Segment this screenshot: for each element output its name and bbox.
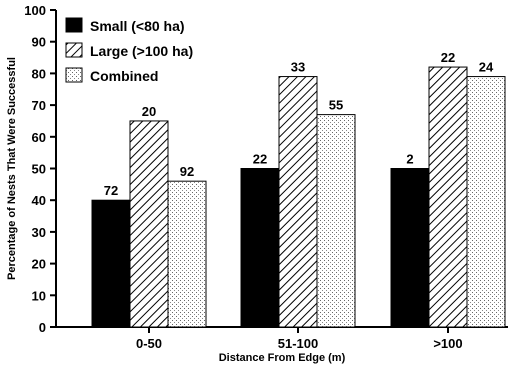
bars xyxy=(91,66,506,328)
legend-swatch xyxy=(65,17,83,33)
bar xyxy=(129,120,169,328)
y-tick-label: 90 xyxy=(32,35,46,50)
bar-data-label: 20 xyxy=(142,104,156,119)
y-tick-label: 100 xyxy=(24,3,46,18)
legend-swatch xyxy=(65,42,83,58)
bar-data-label: 2 xyxy=(406,152,413,167)
bar xyxy=(390,168,430,328)
y-tick-label: 30 xyxy=(32,225,46,240)
y-tick-label: 70 xyxy=(32,98,46,113)
bar-data-label: 22 xyxy=(253,152,267,167)
bar-data-label: 24 xyxy=(479,60,494,75)
bar-data-label: 92 xyxy=(180,164,194,179)
bar-data-label: 72 xyxy=(104,183,118,198)
y-axis: 0 10 20 30 40 50 60 70 80 90 100 xyxy=(24,3,57,335)
legend-label: Combined xyxy=(90,68,158,84)
y-tick-label: 60 xyxy=(32,130,46,145)
bar-data-label: 33 xyxy=(291,60,305,75)
bar-data-label: 22 xyxy=(441,50,455,65)
y-tick-label: 0 xyxy=(39,320,46,335)
y-tick-label: 40 xyxy=(32,193,46,208)
bar xyxy=(167,180,207,328)
x-axis-title: Distance From Edge (m) xyxy=(219,352,346,364)
x-tick-label: >100 xyxy=(433,336,462,351)
bar-data-label: 55 xyxy=(329,98,343,113)
legend-swatch xyxy=(65,67,83,83)
y-tick-label: 80 xyxy=(32,66,46,81)
bar xyxy=(278,76,318,328)
bar xyxy=(91,199,131,328)
y-tick-label: 20 xyxy=(32,257,46,272)
x-tick-label: 51-100 xyxy=(278,336,318,351)
bar xyxy=(240,168,280,328)
bar xyxy=(316,114,356,328)
x-tick-label: 0-50 xyxy=(136,336,162,351)
x-axis: 0-50 51-100 >100 xyxy=(56,326,508,351)
y-tick-label: 10 xyxy=(32,288,46,303)
legend-label: Small (<80 ha) xyxy=(90,18,185,34)
legend-label: Large (>100 ha) xyxy=(90,43,193,59)
bar xyxy=(428,66,468,328)
legend: Small (<80 ha) Large (>100 ha) Combined xyxy=(65,17,193,84)
bar xyxy=(466,76,506,328)
y-axis-title: Percentage of Nests That Were Successful xyxy=(6,57,18,280)
y-tick-label: 50 xyxy=(32,162,46,177)
